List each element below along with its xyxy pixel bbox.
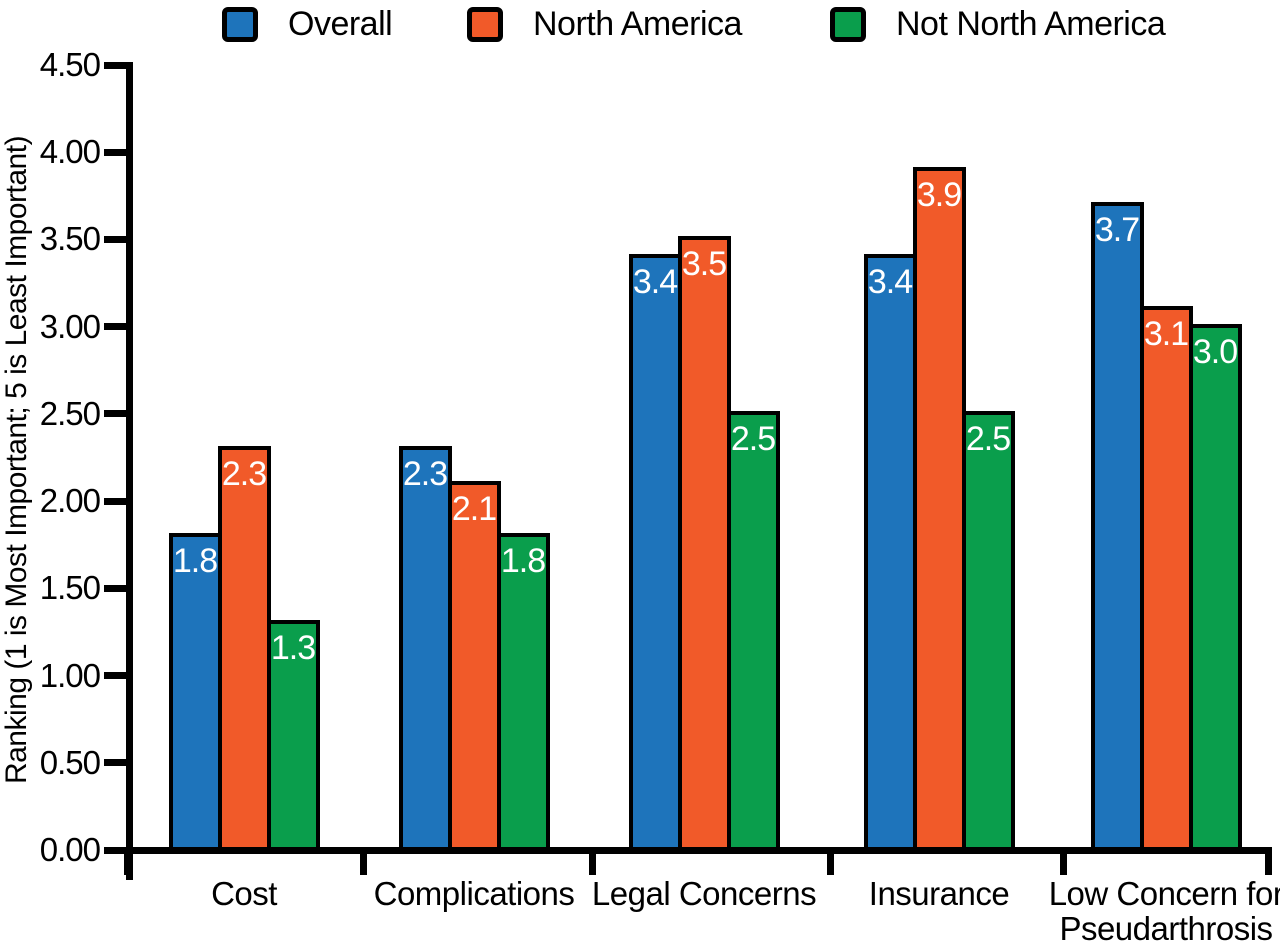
bar-north-america-low-concern-for-pseudarthrosis: 3.1: [1139, 306, 1193, 851]
y-tick: [104, 410, 130, 418]
bar-not-north-america-low-concern-for-pseudarthrosis: 3.0: [1188, 324, 1242, 851]
y-tick-label: 3.00: [39, 307, 101, 345]
x-tick: [123, 850, 131, 875]
bar-north-america-complications: 2.1: [447, 481, 501, 851]
bar-overall-complications: 2.3: [398, 446, 452, 851]
y-tick-label: 3.50: [39, 220, 101, 258]
bar-value-label: 3.9: [916, 176, 962, 214]
x-category-label: Complications: [373, 875, 575, 912]
x-tick: [1059, 850, 1067, 875]
bar-value-label: 1.8: [172, 542, 218, 580]
y-tick-label: 4.00: [39, 133, 101, 171]
y-tick-label: 0.00: [39, 831, 101, 868]
bar-not-north-america-insurance: 2.5: [961, 411, 1015, 851]
x-tick: [826, 850, 834, 875]
bar-north-america-legal-concerns: 3.5: [677, 236, 731, 851]
bar-north-america-cost: 2.3: [217, 446, 271, 851]
legend-swatch-not-north-america: [830, 6, 866, 42]
bar-value-label: 2.3: [221, 455, 267, 493]
y-tick-label: 2.50: [39, 394, 101, 432]
y-tick: [104, 497, 130, 505]
y-tick-label: 1.00: [39, 656, 101, 694]
bar-value-label: 3.1: [1143, 315, 1189, 353]
y-axis-line: [126, 62, 133, 880]
bar-value-label: 3.4: [632, 263, 678, 301]
legend-item-overall: Overall: [222, 0, 393, 48]
bar-value-label: 3.5: [681, 245, 727, 283]
bar-value-label: 1.3: [270, 629, 316, 667]
y-tick: [104, 672, 130, 680]
bar-north-america-insurance: 3.9: [912, 167, 966, 851]
y-tick: [104, 235, 130, 243]
bar-value-label: 3.0: [1192, 333, 1238, 371]
y-tick: [104, 61, 130, 69]
x-tick: [588, 850, 596, 875]
legend-swatch-north-america: [467, 6, 503, 42]
x-category-label: Legal Concerns: [591, 875, 817, 912]
x-category-label: Cost: [211, 875, 277, 912]
bar-value-label: 2.1: [451, 490, 497, 528]
y-tick: [104, 323, 130, 331]
bar-overall-cost: 1.8: [168, 533, 222, 851]
bar-not-north-america-cost: 1.3: [266, 620, 320, 851]
bar-not-north-america-legal-concerns: 2.5: [726, 411, 780, 851]
bar-value-label: 2.5: [965, 420, 1011, 458]
bar-value-label: 3.4: [867, 263, 913, 301]
bar-overall-low-concern-for-pseudarthrosis: 3.7: [1090, 202, 1144, 851]
legend-item-north-america: North America: [467, 0, 742, 48]
bar-value-label: 1.8: [500, 542, 546, 580]
y-tick-label: 1.50: [39, 569, 101, 607]
bar-overall-legal-concerns: 3.4: [628, 254, 682, 851]
bar-value-label: 2.3: [402, 455, 448, 493]
x-category-label: Insurance: [868, 875, 1010, 912]
bar-value-label: 2.5: [730, 420, 776, 458]
bar-not-north-america-complications: 1.8: [496, 533, 550, 851]
y-tick-label: 0.50: [39, 743, 101, 781]
x-category-label: Low Concern for Pseudarthrosis: [1048, 875, 1280, 947]
y-tick: [104, 584, 130, 592]
y-tick: [104, 148, 130, 156]
x-axis-line: [106, 847, 1272, 854]
y-tick: [104, 846, 130, 854]
x-tick: [359, 850, 367, 875]
legend-label-not-north-america: Not North America: [896, 5, 1166, 43]
legend-swatch-overall: [222, 6, 258, 42]
legend-item-not-north-america: Not North America: [830, 0, 1166, 48]
legend-label-overall: Overall: [288, 5, 393, 43]
bar-overall-insurance: 3.4: [863, 254, 917, 851]
legend-label-north-america: North America: [533, 5, 742, 43]
bar-value-label: 3.7: [1094, 211, 1140, 249]
y-tick: [104, 759, 130, 767]
y-tick-label: 2.00: [39, 482, 101, 520]
x-tick: [1264, 850, 1272, 875]
y-tick-label: 4.50: [39, 46, 101, 83]
